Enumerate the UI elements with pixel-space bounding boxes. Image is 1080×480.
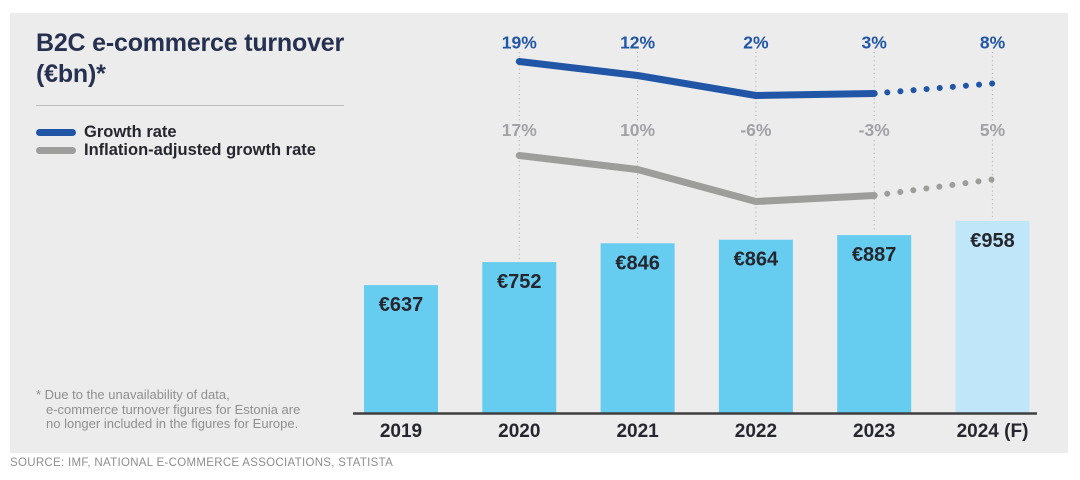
svg-text:2020: 2020: [498, 421, 540, 442]
svg-text:10%: 10%: [620, 120, 655, 140]
legend: Growth rate Inflation-adjusted growth ra…: [36, 123, 316, 159]
svg-text:€887: €887: [852, 244, 897, 266]
svg-text:8%: 8%: [980, 33, 1006, 53]
svg-text:2022: 2022: [735, 421, 777, 442]
svg-text:3%: 3%: [862, 33, 888, 53]
growth-rate-line-swatch: [36, 128, 76, 136]
inflation-adjusted-line-swatch: [36, 146, 76, 154]
svg-text:19%: 19%: [502, 33, 537, 53]
svg-text:€864: €864: [734, 249, 779, 271]
svg-text:€752: €752: [497, 271, 542, 293]
svg-text:-3%: -3%: [859, 120, 891, 140]
legend-label: Growth rate: [84, 123, 177, 141]
svg-text:€637: €637: [379, 294, 424, 316]
chart-card: B2C e-commerce turnover (€bn)* Growth rat…: [10, 13, 1068, 453]
legend-label: Inflation-adjusted growth rate: [84, 141, 316, 159]
svg-text:12%: 12%: [620, 33, 655, 53]
svg-text:-6%: -6%: [740, 120, 772, 140]
chart-svg: €637 €752 €846 €864 €887 €958 2019 2020 2021 2022…: [353, 30, 1037, 442]
svg-text:€846: €846: [615, 252, 660, 274]
page-title: B2C e-commerce turnover (€bn)*: [36, 28, 344, 90]
title-divider: [36, 105, 344, 106]
svg-text:2023: 2023: [853, 421, 895, 442]
legend-item-inflation-adjusted: Inflation-adjusted growth rate: [36, 141, 316, 159]
svg-text:2024 (F): 2024 (F): [957, 421, 1029, 442]
title-line-2: (€bn)*: [36, 60, 106, 88]
title-line-1: B2C e-commerce turnover: [36, 29, 345, 57]
svg-text:2021: 2021: [616, 421, 659, 442]
footnote-line: * Due to the unavailability of data,: [36, 387, 230, 402]
svg-text:€958: €958: [970, 230, 1015, 252]
svg-text:2%: 2%: [743, 33, 769, 53]
footnote-line: no longer included in the figures for Eu…: [46, 416, 299, 431]
svg-text:2019: 2019: [380, 421, 422, 442]
footnote-line: e-commerce turnover figures for Estonia …: [46, 401, 301, 417]
footnote: * Due to the unavailability of data, e-c…: [36, 387, 301, 432]
legend-item-growth-rate: Growth rate: [36, 123, 316, 141]
source-line: SOURCE: IMF, NATIONAL E-COMMERCE ASSOCIA…: [10, 457, 394, 469]
svg-text:5%: 5%: [980, 120, 1006, 140]
svg-text:17%: 17%: [502, 120, 537, 140]
